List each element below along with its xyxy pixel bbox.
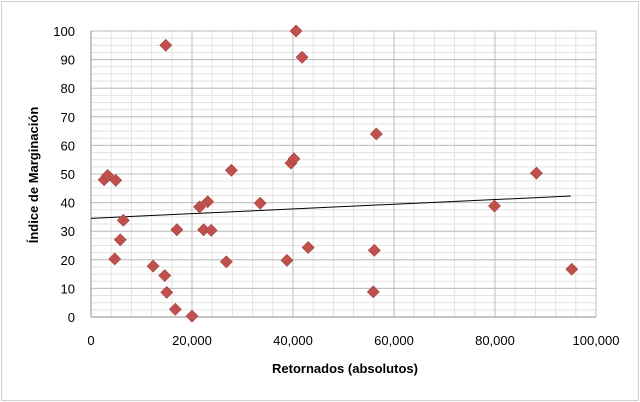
data-point	[108, 252, 122, 266]
data-point	[280, 253, 294, 267]
data-point	[201, 195, 215, 209]
x-tick-labels: 0 20,000 40,000 60,000 80,000 100,000	[87, 333, 619, 348]
data-point	[367, 243, 381, 257]
data-point	[224, 163, 238, 177]
data-point	[301, 241, 315, 254]
data-point	[160, 285, 174, 299]
data-point	[289, 24, 303, 38]
x-tick-label: 20,000	[172, 333, 212, 348]
data-point	[219, 255, 233, 269]
data-point	[253, 196, 267, 210]
x-tick-label: 100,000	[573, 333, 620, 348]
data-point	[101, 169, 115, 182]
data-point	[366, 285, 380, 299]
y-tick-label: 90	[61, 53, 75, 68]
data-point	[369, 127, 383, 141]
trendline-group	[90, 195, 571, 219]
y-tick-labels: 0 10 20 30 40 50 60 70 80 90 100	[53, 24, 75, 325]
data-point	[109, 173, 123, 187]
data-point	[565, 262, 579, 276]
data-point	[529, 166, 543, 180]
data-point	[158, 269, 172, 282]
x-tick-label: 0	[87, 333, 94, 348]
x-tick-label: 80,000	[475, 333, 515, 348]
data-point	[295, 50, 309, 64]
x-tick-label: 60,000	[374, 333, 414, 348]
y-tick-label: 40	[61, 196, 75, 211]
y-tick-label: 50	[61, 167, 75, 182]
y-tick-label: 100	[53, 24, 75, 39]
data-point	[287, 152, 301, 166]
data-point	[113, 233, 127, 247]
plot-axes	[90, 31, 596, 318]
data-point	[185, 309, 199, 323]
y-tick-label: 20	[61, 253, 75, 268]
x-axis-title: Retornados (absolutos)	[272, 361, 418, 376]
data-point	[204, 223, 218, 237]
data-point	[116, 213, 130, 227]
trendline	[90, 195, 571, 219]
data-point	[159, 38, 173, 52]
data-point	[146, 259, 160, 273]
data-point	[193, 200, 206, 214]
y-tick-label: 0	[68, 310, 75, 325]
data-point	[168, 302, 182, 316]
y-axis-title: Índice de Marginación	[26, 107, 41, 244]
y-tick-label: 70	[61, 110, 75, 125]
data-points	[97, 24, 579, 323]
y-tick-label: 60	[61, 138, 75, 153]
x-tick-label: 40,000	[273, 333, 313, 348]
y-tick-label: 30	[61, 224, 75, 239]
data-point	[170, 223, 184, 237]
y-tick-label: 80	[61, 81, 75, 96]
data-point	[488, 199, 501, 213]
y-tick-label: 10	[61, 281, 75, 296]
